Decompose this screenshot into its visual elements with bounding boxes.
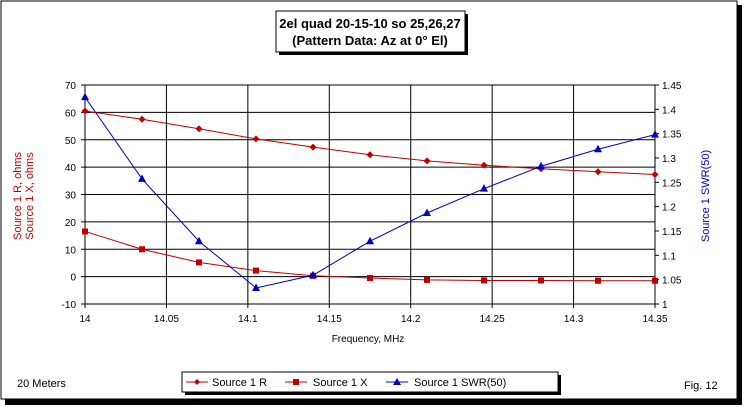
y-right-tick-label: 1.05 (662, 276, 682, 287)
y-left-tick-label: 50 (65, 136, 77, 147)
data-point-source-1-x (253, 267, 259, 274)
legend-label-swr: Source 1 SWR(50) (414, 377, 506, 389)
data-point-source-1-x (481, 277, 487, 284)
data-point-source-1-x (82, 228, 88, 235)
data-point-source-1-r (138, 115, 146, 123)
data-point-source-1-x (367, 274, 373, 281)
band-label: 20 Meters (17, 378, 66, 390)
data-point-source-1-r (366, 151, 374, 159)
x-tick-label: 14.15 (317, 314, 342, 325)
y-right-tick-label: 1.45 (662, 81, 682, 92)
data-point-source-1-swr-50 (195, 236, 203, 245)
x-tick-label: 14.05 (154, 314, 179, 325)
legend: Source 1 R Source 1 X Source 1 SWR(50) (181, 371, 561, 395)
y-left-axis-title-line2: Source 1 X, ohms (24, 152, 36, 240)
y-left-tick-label: 0 (70, 273, 76, 284)
data-point-source-1-r (309, 143, 317, 151)
chart-title-line2: (Pattern Data: Az at 0° El) (292, 33, 448, 48)
y-right-tick-label: 1.1 (662, 251, 676, 262)
y-right-tick-label: 1 (662, 300, 668, 311)
y-left-tick-label: 60 (65, 108, 77, 119)
y-right-tick-label: 1.2 (662, 203, 676, 214)
legend-marker-diamond (194, 379, 200, 385)
data-point-source-1-swr-50 (537, 161, 545, 170)
y-left-axis-title-line1: Source 1 R, ohms (12, 151, 24, 240)
data-point-source-1-r (195, 125, 203, 133)
x-tick-label: 14 (79, 314, 91, 325)
y-right-tick-label: 1.15 (662, 227, 682, 238)
y-right-tick-label: 1.4 (662, 105, 676, 116)
data-point-source-1-x (139, 246, 145, 253)
legend-label-r: Source 1 R (212, 377, 267, 389)
data-point-source-1-swr-50 (309, 270, 317, 279)
data-point-source-1-r (81, 107, 89, 115)
chart-title-line1: 2el quad 20-15-10 so 25,26,27 (279, 16, 460, 31)
data-point-source-1-x (196, 259, 202, 266)
y-right-axis-title: Source 1 SWR(50) (700, 150, 712, 242)
data-point-source-1-x (595, 277, 601, 284)
y-left-tick-label: 40 (65, 163, 77, 174)
data-point-source-1-swr-50 (81, 92, 89, 101)
x-tick-label: 14.1 (238, 314, 258, 325)
data-point-source-1-x (538, 277, 544, 284)
plot-area: 14 14.05 14.1 14.15 14.2 14.25 14.3 14.35 -10 0 10… (62, 81, 682, 325)
data-point-source-1-swr-50 (594, 144, 602, 153)
data-point-source-1-swr-50 (651, 130, 659, 138)
data-point-source-1-r (594, 168, 602, 176)
data-point-source-1-r (651, 171, 659, 179)
legend-label-x: Source 1 X (313, 377, 368, 389)
data-point-source-1-swr-50 (423, 208, 431, 216)
data-point-source-1-swr-50 (252, 283, 260, 291)
y-left-tick-label: -10 (62, 300, 77, 311)
data-point-source-1-r (423, 157, 431, 165)
y-left-tick-label: 30 (65, 191, 77, 202)
figure-number: Fig. 12 (684, 380, 718, 392)
data-point-source-1-x (424, 276, 430, 283)
x-tick-label: 14.35 (642, 314, 667, 325)
x-tick-label: 14.2 (401, 314, 421, 325)
y-left-tick-label: 70 (65, 81, 77, 92)
data-point-source-1-swr-50 (366, 236, 374, 245)
x-axis-title: Frequency, MHz (332, 334, 405, 345)
legend-marker-triangle (393, 378, 401, 385)
data-point-source-1-swr-50 (480, 184, 488, 192)
y-right-tick-label: 1.25 (662, 178, 682, 189)
data-point-source-1-r (252, 135, 260, 143)
legend-marker-square (293, 379, 299, 385)
y-right-tick-label: 1.3 (662, 154, 676, 165)
data-point-source-1-swr-50 (138, 174, 146, 182)
y-right-tick-label: 1.35 (662, 130, 682, 141)
data-point-source-1-x (652, 277, 658, 284)
title-box (275, 10, 466, 53)
x-tick-label: 14.3 (564, 314, 584, 325)
x-tick-label: 14.25 (480, 314, 505, 325)
y-left-tick-label: 20 (65, 218, 77, 229)
y-left-tick-label: 10 (65, 245, 77, 256)
data-point-source-1-r (480, 161, 488, 169)
legend-box (181, 371, 559, 393)
